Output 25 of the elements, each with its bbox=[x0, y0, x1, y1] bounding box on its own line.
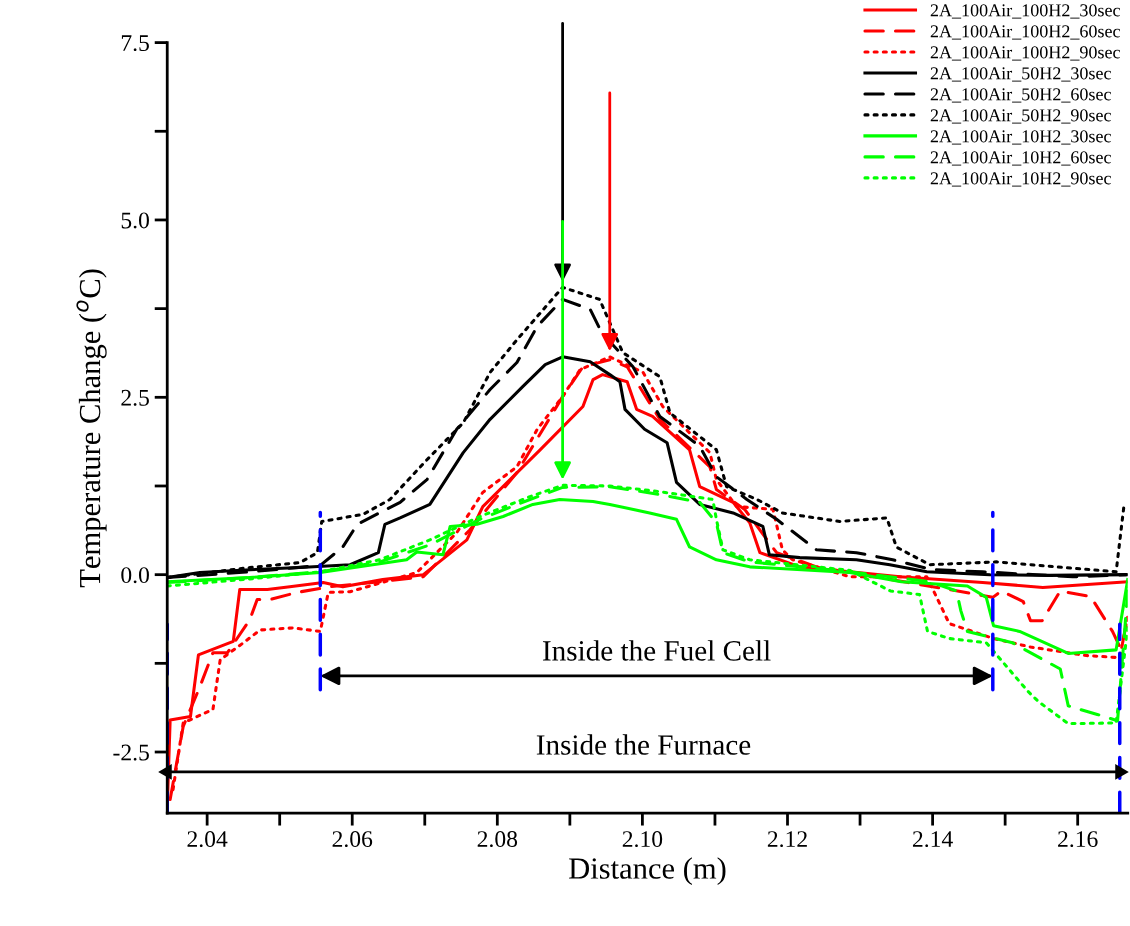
legend-label: 2A_100Air_100H2_60sec bbox=[930, 25, 1120, 40]
x-tick-label: 2.14 bbox=[912, 831, 953, 848]
legend-label: 2A_100Air_100H2_90sec bbox=[930, 46, 1120, 61]
y-axis-title: Temperature Change ($^{o}$C) bbox=[76, 269, 107, 588]
y-tick-label: 7.5 bbox=[121, 35, 149, 52]
legend-label: 2A_100Air_50H2_30sec bbox=[930, 67, 1111, 82]
legend-label: 2A_100Air_50H2_60sec bbox=[930, 88, 1111, 103]
x-tick-label: 2.08 bbox=[477, 831, 518, 848]
legend-label: 2A_100Air_10H2_30sec bbox=[930, 130, 1111, 145]
legend-label: 2A_100Air_100H2_30sec bbox=[930, 4, 1120, 19]
x-tick-label: 2.12 bbox=[767, 831, 807, 848]
ref-line-label: Inside the Furnace bbox=[536, 734, 751, 755]
x-tick-label: 2.10 bbox=[622, 831, 663, 848]
x-tick-label: 2.16 bbox=[1058, 831, 1098, 848]
y-tick-label: 5.0 bbox=[121, 212, 149, 229]
y-tick-label: 0.0 bbox=[121, 567, 149, 584]
annotation: Inside the Fuel Cell bbox=[542, 640, 771, 661]
legend-label: 2A_100Air_10H2_90sec bbox=[930, 172, 1111, 187]
y-tick-label: -2.5 bbox=[113, 744, 149, 761]
x-tick-label: 2.04 bbox=[187, 831, 228, 848]
y-tick-label: 2.5 bbox=[121, 389, 149, 406]
legend-label: 2A_100Air_10H2_60sec bbox=[930, 151, 1111, 166]
x-axis-title: Distance (m) bbox=[569, 857, 726, 886]
legend-label: 2A_100Air_50H2_90sec bbox=[930, 109, 1111, 124]
x-tick-label: 2.06 bbox=[332, 831, 373, 848]
